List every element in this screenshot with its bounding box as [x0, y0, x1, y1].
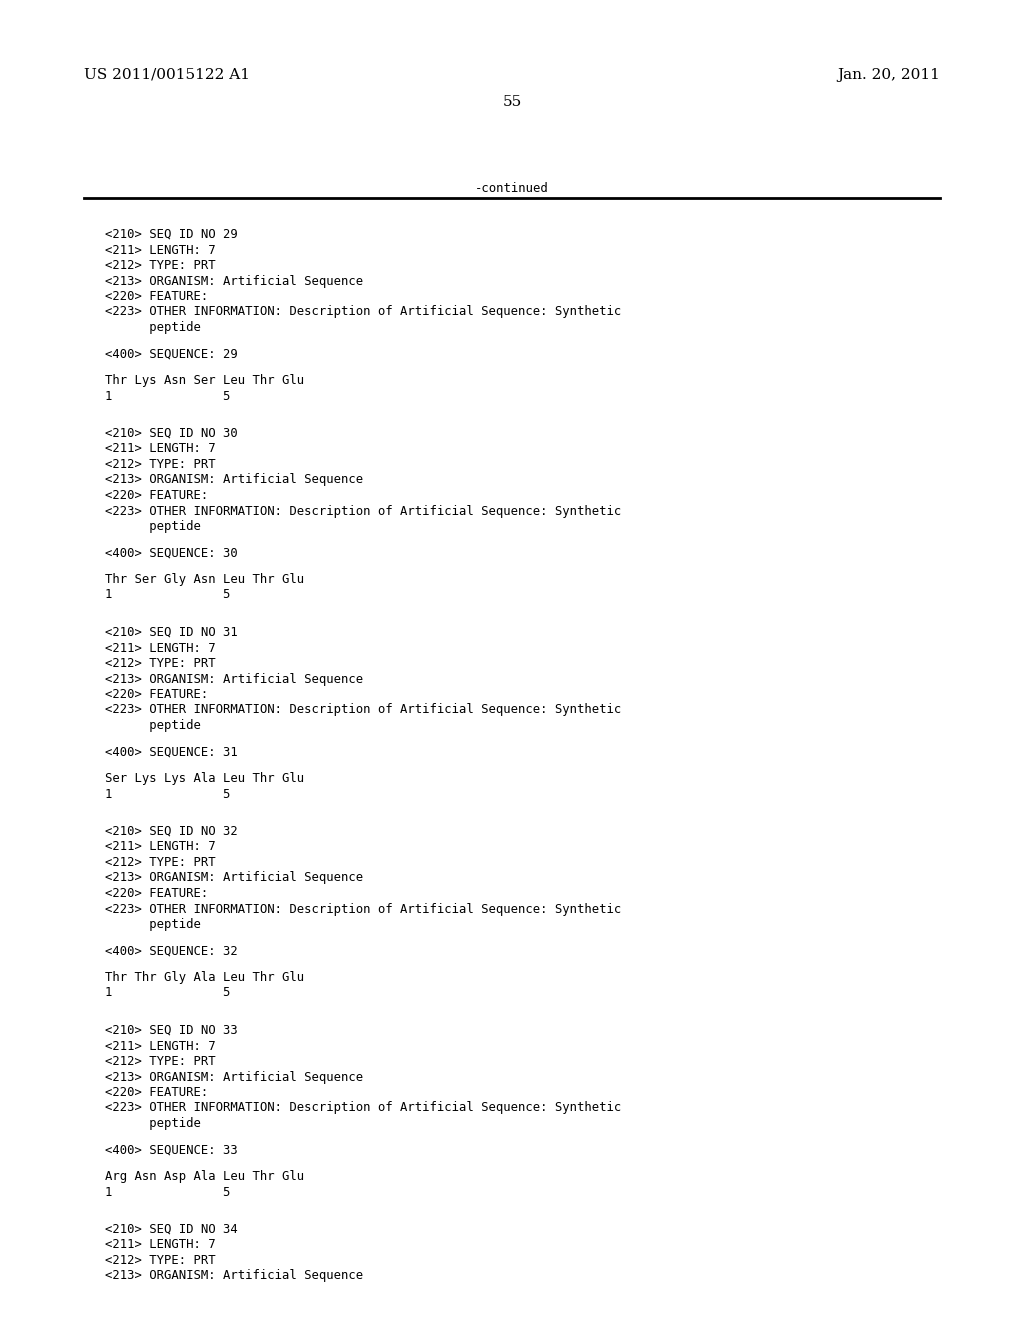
Text: Jan. 20, 2011: Jan. 20, 2011	[838, 69, 940, 82]
Text: <210> SEQ ID NO 30: <210> SEQ ID NO 30	[105, 426, 239, 440]
Text: 1               5: 1 5	[105, 986, 230, 999]
Text: peptide: peptide	[105, 917, 202, 931]
Text: <220> FEATURE:: <220> FEATURE:	[105, 1086, 209, 1100]
Text: <220> FEATURE:: <220> FEATURE:	[105, 488, 209, 502]
Text: 1               5: 1 5	[105, 589, 230, 602]
Text: <211> LENGTH: 7: <211> LENGTH: 7	[105, 1238, 216, 1251]
Text: <212> TYPE: PRT: <212> TYPE: PRT	[105, 259, 216, 272]
Text: <223> OTHER INFORMATION: Description of Artificial Sequence: Synthetic: <223> OTHER INFORMATION: Description of …	[105, 903, 622, 916]
Text: <212> TYPE: PRT: <212> TYPE: PRT	[105, 1055, 216, 1068]
Text: <220> FEATURE:: <220> FEATURE:	[105, 688, 209, 701]
Text: <213> ORGANISM: Artificial Sequence: <213> ORGANISM: Artificial Sequence	[105, 871, 364, 884]
Text: <212> TYPE: PRT: <212> TYPE: PRT	[105, 1254, 216, 1267]
Text: <210> SEQ ID NO 29: <210> SEQ ID NO 29	[105, 228, 239, 242]
Text: <213> ORGANISM: Artificial Sequence: <213> ORGANISM: Artificial Sequence	[105, 1270, 364, 1283]
Text: <220> FEATURE:: <220> FEATURE:	[105, 887, 209, 900]
Text: peptide: peptide	[105, 1117, 202, 1130]
Text: <210> SEQ ID NO 32: <210> SEQ ID NO 32	[105, 825, 239, 838]
Text: 1               5: 1 5	[105, 389, 230, 403]
Text: <400> SEQUENCE: 30: <400> SEQUENCE: 30	[105, 546, 239, 560]
Text: <212> TYPE: PRT: <212> TYPE: PRT	[105, 855, 216, 869]
Text: <213> ORGANISM: Artificial Sequence: <213> ORGANISM: Artificial Sequence	[105, 1071, 364, 1084]
Text: <212> TYPE: PRT: <212> TYPE: PRT	[105, 458, 216, 471]
Text: <211> LENGTH: 7: <211> LENGTH: 7	[105, 841, 216, 854]
Text: <223> OTHER INFORMATION: Description of Artificial Sequence: Synthetic: <223> OTHER INFORMATION: Description of …	[105, 704, 622, 717]
Text: <211> LENGTH: 7: <211> LENGTH: 7	[105, 1040, 216, 1052]
Text: 1               5: 1 5	[105, 788, 230, 800]
Text: peptide: peptide	[105, 719, 202, 733]
Text: Thr Lys Asn Ser Leu Thr Glu: Thr Lys Asn Ser Leu Thr Glu	[105, 374, 304, 387]
Text: <211> LENGTH: 7: <211> LENGTH: 7	[105, 642, 216, 655]
Text: <400> SEQUENCE: 32: <400> SEQUENCE: 32	[105, 945, 239, 957]
Text: <210> SEQ ID NO 33: <210> SEQ ID NO 33	[105, 1024, 239, 1038]
Text: <213> ORGANISM: Artificial Sequence: <213> ORGANISM: Artificial Sequence	[105, 275, 364, 288]
Text: peptide: peptide	[105, 321, 202, 334]
Text: Ser Lys Lys Ala Leu Thr Glu: Ser Lys Lys Ala Leu Thr Glu	[105, 772, 304, 785]
Text: <212> TYPE: PRT: <212> TYPE: PRT	[105, 657, 216, 671]
Text: <400> SEQUENCE: 33: <400> SEQUENCE: 33	[105, 1143, 239, 1156]
Text: 55: 55	[503, 95, 521, 110]
Text: Thr Thr Gly Ala Leu Thr Glu: Thr Thr Gly Ala Leu Thr Glu	[105, 972, 304, 983]
Text: <210> SEQ ID NO 34: <210> SEQ ID NO 34	[105, 1224, 239, 1236]
Text: Thr Ser Gly Asn Leu Thr Glu: Thr Ser Gly Asn Leu Thr Glu	[105, 573, 304, 586]
Text: <213> ORGANISM: Artificial Sequence: <213> ORGANISM: Artificial Sequence	[105, 474, 364, 487]
Text: <223> OTHER INFORMATION: Description of Artificial Sequence: Synthetic: <223> OTHER INFORMATION: Description of …	[105, 1101, 622, 1114]
Text: <400> SEQUENCE: 31: <400> SEQUENCE: 31	[105, 746, 239, 759]
Text: <213> ORGANISM: Artificial Sequence: <213> ORGANISM: Artificial Sequence	[105, 672, 364, 685]
Text: <211> LENGTH: 7: <211> LENGTH: 7	[105, 243, 216, 256]
Text: Arg Asn Asp Ala Leu Thr Glu: Arg Asn Asp Ala Leu Thr Glu	[105, 1170, 304, 1183]
Text: <223> OTHER INFORMATION: Description of Artificial Sequence: Synthetic: <223> OTHER INFORMATION: Description of …	[105, 504, 622, 517]
Text: <400> SEQUENCE: 29: <400> SEQUENCE: 29	[105, 347, 239, 360]
Text: 1               5: 1 5	[105, 1185, 230, 1199]
Text: US 2011/0015122 A1: US 2011/0015122 A1	[84, 69, 250, 82]
Text: -continued: -continued	[475, 182, 549, 195]
Text: <220> FEATURE:: <220> FEATURE:	[105, 290, 209, 304]
Text: peptide: peptide	[105, 520, 202, 533]
Text: <211> LENGTH: 7: <211> LENGTH: 7	[105, 442, 216, 455]
Text: <223> OTHER INFORMATION: Description of Artificial Sequence: Synthetic: <223> OTHER INFORMATION: Description of …	[105, 305, 622, 318]
Text: <210> SEQ ID NO 31: <210> SEQ ID NO 31	[105, 626, 239, 639]
